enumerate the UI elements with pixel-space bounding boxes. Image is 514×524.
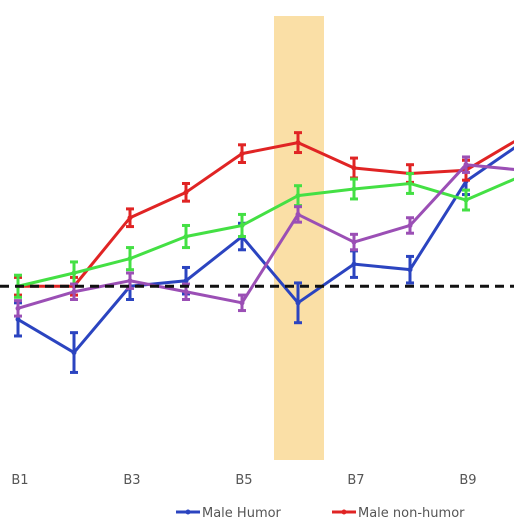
x-tick-label: B7 — [347, 473, 364, 488]
data-point — [295, 140, 301, 146]
data-point — [183, 189, 189, 195]
legend-item: Male non-humor — [332, 506, 465, 521]
data-point — [183, 234, 189, 240]
data-point — [407, 267, 413, 273]
data-point — [71, 270, 77, 276]
series-line — [16, 140, 514, 288]
x-tick-label: B9 — [459, 473, 476, 488]
legend-marker — [185, 509, 191, 515]
data-point — [351, 261, 357, 267]
data-point — [239, 300, 245, 306]
x-tick-label: B3 — [123, 473, 140, 488]
data-point — [239, 222, 245, 228]
data-point — [15, 305, 21, 311]
x-axis-ticks: B1 B3 B5 B7 B9 — [11, 473, 476, 488]
data-point — [295, 300, 301, 306]
data-point — [239, 151, 245, 157]
legend-item: Male Humor — [176, 506, 282, 521]
data-point — [295, 211, 301, 217]
data-point — [407, 222, 413, 228]
data-point — [183, 278, 189, 284]
x-tick-label: B1 — [11, 473, 28, 488]
data-point — [463, 197, 469, 203]
series-layer — [14, 131, 514, 374]
data-point — [127, 278, 133, 284]
series-line — [16, 146, 514, 355]
legend-marker — [341, 509, 347, 515]
data-point — [351, 239, 357, 245]
legend: Male Humor Male non-humor — [176, 506, 465, 521]
legend-label: Male Humor — [202, 506, 282, 521]
data-point — [183, 289, 189, 295]
data-point — [407, 180, 413, 186]
data-point — [127, 256, 133, 262]
data-point — [127, 215, 133, 221]
data-point — [351, 186, 357, 192]
data-point — [295, 193, 301, 199]
data-point — [351, 165, 357, 171]
data-point — [71, 289, 77, 295]
series-line — [16, 177, 514, 288]
data-point — [463, 162, 469, 168]
series-line — [16, 163, 514, 310]
legend-label: Male non-humor — [358, 506, 465, 521]
series-4 — [14, 155, 514, 318]
x-tick-label: B5 — [235, 473, 252, 488]
data-point — [71, 350, 77, 356]
data-point — [15, 316, 21, 322]
